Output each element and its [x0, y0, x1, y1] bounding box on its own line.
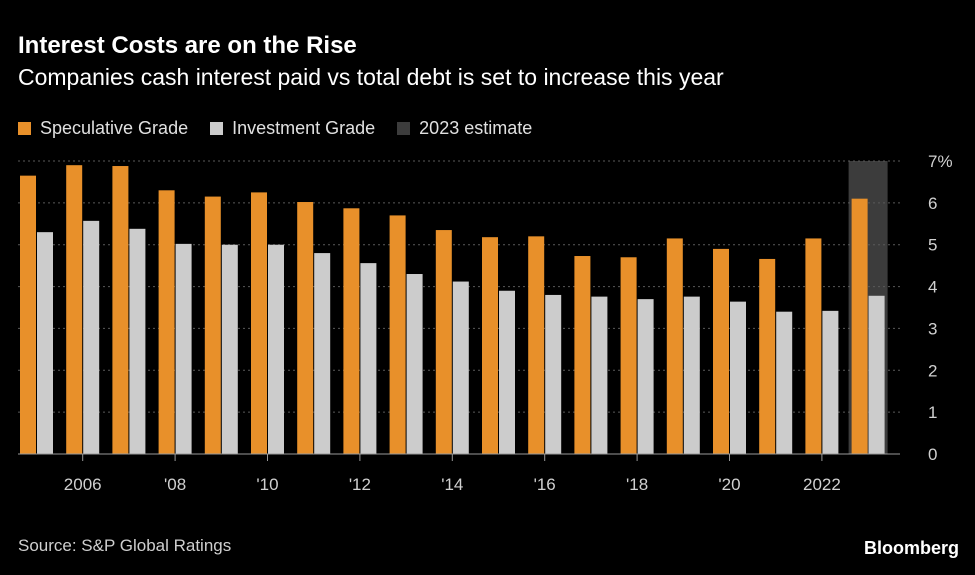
bar-speculative-2011 — [297, 202, 314, 454]
bar-speculative-2009 — [204, 196, 221, 455]
legend-swatch-estimate — [397, 122, 411, 135]
bar-speculative-2005 — [20, 175, 36, 454]
bar-investment-2007 — [129, 228, 146, 454]
bar-investment-2014 — [452, 281, 469, 454]
bar-investment-2013 — [406, 274, 423, 454]
bar-speculative-2015 — [482, 237, 498, 454]
bar-speculative-2021 — [759, 258, 776, 454]
legend-swatch-speculative — [18, 122, 31, 135]
y-tick-label: 7% — [928, 152, 953, 171]
y-tick-label: 4 — [928, 278, 937, 297]
bar-investment-2005 — [37, 232, 53, 454]
x-tick-label: '10 — [256, 475, 278, 494]
legend-label-speculative: Speculative Grade — [40, 118, 189, 138]
bar-investment-2016 — [545, 294, 562, 454]
source-note: Source: S&P Global Ratings — [18, 536, 232, 555]
bar-investment-2010 — [268, 244, 284, 454]
bar-speculative-2019 — [666, 238, 683, 454]
x-tick-label: '20 — [718, 475, 740, 494]
bar-investment-2018 — [637, 299, 654, 454]
chart-title: Interest Costs are on the Rise — [18, 32, 357, 59]
x-tick-label: 2006 — [64, 475, 102, 494]
chart-subtitle: Companies cash interest paid vs total de… — [18, 64, 724, 90]
y-tick-label: 2 — [928, 361, 937, 380]
legend-item-estimate: 2023 estimate — [397, 118, 532, 139]
x-tick-label: '12 — [349, 475, 371, 494]
legend-label-estimate: 2023 estimate — [419, 118, 533, 138]
bar-speculative-2006 — [66, 165, 83, 454]
bar-speculative-2016 — [528, 236, 545, 454]
bars — [20, 165, 885, 455]
bloomberg-logo: Bloomberg — [863, 538, 959, 558]
y-tick-label: 0 — [928, 445, 937, 464]
y-tick-label: 3 — [928, 319, 937, 338]
x-tick-label: '18 — [626, 475, 648, 494]
bar-speculative-2023 — [851, 198, 868, 454]
x-tick-label: '16 — [534, 475, 556, 494]
bar-investment-2009 — [221, 244, 238, 454]
bar-investment-2019 — [683, 296, 700, 454]
bar-investment-2011 — [314, 253, 331, 454]
x-tick-label: '08 — [164, 475, 186, 494]
legend-item-speculative: Speculative Grade — [18, 118, 188, 139]
bar-investment-2017 — [591, 296, 608, 454]
bar-speculative-2013 — [389, 215, 406, 454]
bar-speculative-2008 — [158, 190, 175, 455]
bar-speculative-2010 — [251, 192, 267, 454]
bar-investment-2006 — [83, 220, 100, 454]
y-tick-label: 6 — [928, 194, 937, 213]
bar-investment-2020 — [730, 301, 746, 454]
bar-speculative-2007 — [112, 166, 129, 454]
bar-investment-2008 — [175, 243, 192, 454]
bar-investment-2021 — [776, 311, 793, 454]
bar-investment-2023 — [868, 295, 885, 454]
bar-speculative-2012 — [343, 208, 360, 454]
chart-legend: Speculative Grade Investment Grade 2023 … — [18, 118, 554, 139]
bar-speculative-2018 — [620, 257, 637, 454]
x-tick-label: 2022 — [803, 475, 841, 494]
y-tick-label: 5 — [928, 236, 937, 255]
y-tick-label: 1 — [928, 403, 937, 422]
bar-speculative-2014 — [435, 230, 452, 454]
bar-speculative-2017 — [574, 256, 591, 454]
bar-investment-2012 — [360, 263, 377, 454]
bar-investment-2022 — [822, 310, 839, 454]
legend-item-investment: Investment Grade — [210, 118, 375, 139]
bar-speculative-2022 — [805, 238, 822, 454]
bar-investment-2015 — [499, 290, 515, 454]
legend-label-investment: Investment Grade — [232, 118, 376, 138]
bar-speculative-2020 — [713, 248, 729, 454]
legend-swatch-investment — [210, 122, 224, 135]
x-tick-label: '14 — [441, 475, 463, 494]
axes: 0 1 2 3 4 5 6 7% 2006 '08 '10 '12 '14 '16 '18 '20 2022 — [18, 152, 953, 494]
